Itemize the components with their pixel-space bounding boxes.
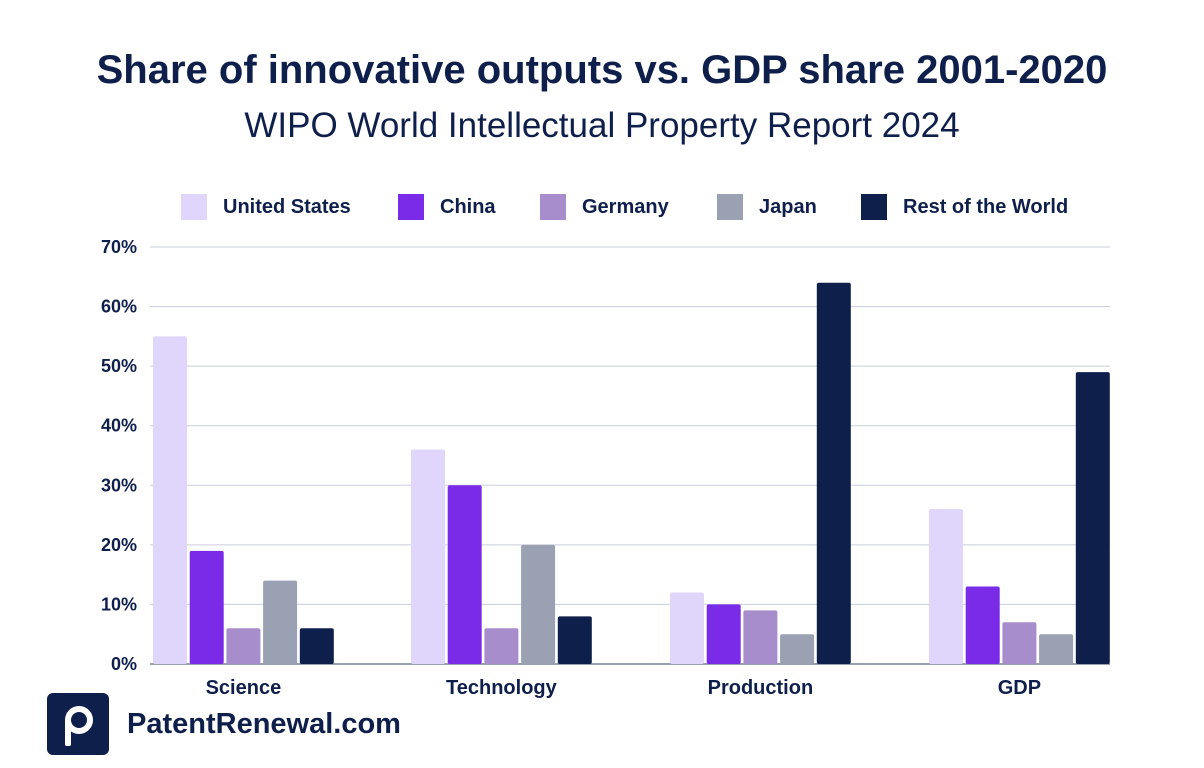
bar-gdp-rest-of-the-world [1075, 372, 1110, 664]
bar-gdp-japan [1039, 634, 1074, 664]
bar-technology-japan [521, 544, 556, 664]
x-category-label: Production [708, 677, 814, 699]
y-tick-label: 50% [101, 356, 137, 376]
legend-swatch-united-states [181, 194, 207, 220]
bars-layer [153, 282, 1110, 664]
bar-technology-rest-of-the-world [557, 616, 592, 664]
bar-science-china [189, 550, 224, 664]
legend-label-japan: Japan [759, 195, 817, 218]
bar-science-japan [263, 580, 298, 664]
bar-production-germany [743, 610, 778, 664]
bar-science-rest-of-the-world [299, 628, 334, 664]
y-tick-label: 70% [101, 237, 137, 257]
legend-label-china: China [440, 195, 496, 218]
bar-science-united-states [153, 336, 187, 664]
y-tick-label: 30% [101, 475, 137, 495]
legend-item-germany: Germany [540, 193, 669, 221]
bar-gdp-germany [1002, 622, 1037, 664]
bar-technology-united-states [411, 449, 445, 664]
y-tick-label: 60% [101, 297, 137, 317]
legend-swatch-china [398, 194, 424, 220]
brand: PatentRenewal.com [47, 693, 401, 755]
legend-label-rest-of-the-world: Rest of the World [903, 195, 1069, 218]
bar-gdp-china [965, 586, 1000, 664]
x-category-label: Science [206, 677, 282, 699]
legend-item-rest-of-the-world: Rest of the World [861, 193, 1068, 221]
bar-production-china [706, 604, 741, 664]
chart-subtitle: WIPO World Intellectual Property Report … [244, 106, 960, 145]
bar-production-united-states [670, 592, 704, 664]
legend-swatch-rest-of-the-world [861, 194, 887, 220]
legend-swatch-germany [540, 194, 566, 220]
labels-layer: 0% 10% 20% 30% 40% 50% 60% 70% Science Technology… [101, 237, 1041, 699]
bar-technology-germany [484, 628, 519, 664]
legend-swatch-japan [717, 194, 743, 220]
bar-production-rest-of-the-world [816, 282, 851, 664]
y-tick-label: 0% [111, 654, 137, 674]
bar-science-germany [226, 628, 261, 664]
bar-gdp-united-states [929, 509, 963, 664]
p-letter-icon [47, 693, 109, 755]
x-category-label: GDP [998, 677, 1041, 699]
legend-item-china: China [398, 193, 496, 221]
y-tick-label: 10% [101, 594, 137, 614]
brand-name: PatentRenewal.com [127, 707, 401, 740]
chart-title: Share of innovative outputs vs. GDP shar… [96, 48, 1108, 92]
legend-label-germany: Germany [582, 195, 669, 218]
legend-label-united-states: United States [223, 195, 351, 218]
x-category-label: Technology [446, 677, 558, 699]
legend: United States China Germany Japan Rest o… [0, 193, 1204, 221]
y-tick-label: 20% [101, 535, 137, 555]
bar-technology-china [447, 485, 482, 664]
bar-production-japan [780, 634, 815, 664]
legend-item-japan: Japan [717, 193, 817, 221]
legend-item-united-states: United States [181, 193, 351, 221]
y-tick-label: 40% [101, 416, 137, 436]
